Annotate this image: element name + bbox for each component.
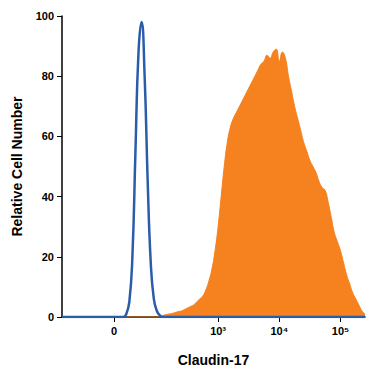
svg-text:10³: 10³ — [210, 325, 226, 337]
svg-text:0: 0 — [48, 311, 54, 323]
svg-text:100: 100 — [36, 10, 54, 22]
svg-text:60: 60 — [42, 130, 54, 142]
svg-text:80: 80 — [42, 70, 54, 82]
svg-text:40: 40 — [42, 191, 54, 203]
svg-text:Claudin-17: Claudin-17 — [178, 352, 250, 368]
svg-text:0: 0 — [111, 325, 117, 337]
svg-text:10⁵: 10⁵ — [332, 325, 349, 337]
svg-text:10⁴: 10⁴ — [270, 325, 288, 337]
svg-text:20: 20 — [42, 251, 54, 263]
svg-text:Relative Cell Number: Relative Cell Number — [9, 96, 25, 237]
